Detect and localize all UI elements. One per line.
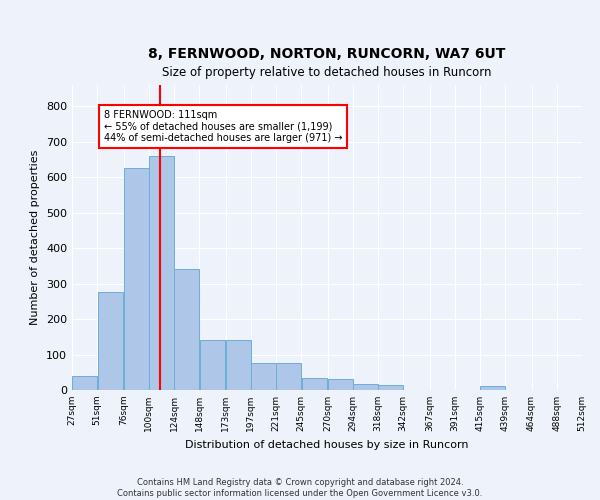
- Bar: [480, 386, 505, 390]
- Bar: [199, 340, 225, 390]
- Bar: [97, 292, 123, 390]
- Bar: [174, 270, 199, 390]
- Bar: [251, 364, 276, 390]
- Bar: [353, 384, 378, 390]
- Text: Size of property relative to detached houses in Runcorn: Size of property relative to detached ho…: [162, 66, 492, 79]
- Text: 8, FERNWOOD, NORTON, RUNCORN, WA7 6UT: 8, FERNWOOD, NORTON, RUNCORN, WA7 6UT: [148, 46, 506, 60]
- Bar: [328, 380, 353, 390]
- Bar: [302, 378, 327, 390]
- Y-axis label: Number of detached properties: Number of detached properties: [31, 150, 40, 325]
- Bar: [378, 384, 403, 390]
- Text: Contains HM Land Registry data © Crown copyright and database right 2024.
Contai: Contains HM Land Registry data © Crown c…: [118, 478, 482, 498]
- X-axis label: Distribution of detached houses by size in Runcorn: Distribution of detached houses by size …: [185, 440, 469, 450]
- Bar: [149, 156, 174, 390]
- Text: 8 FERNWOOD: 111sqm
← 55% of detached houses are smaller (1,199)
44% of semi-deta: 8 FERNWOOD: 111sqm ← 55% of detached hou…: [104, 110, 342, 143]
- Bar: [276, 364, 301, 390]
- Bar: [72, 376, 97, 390]
- Bar: [226, 340, 251, 390]
- Bar: [124, 168, 149, 390]
